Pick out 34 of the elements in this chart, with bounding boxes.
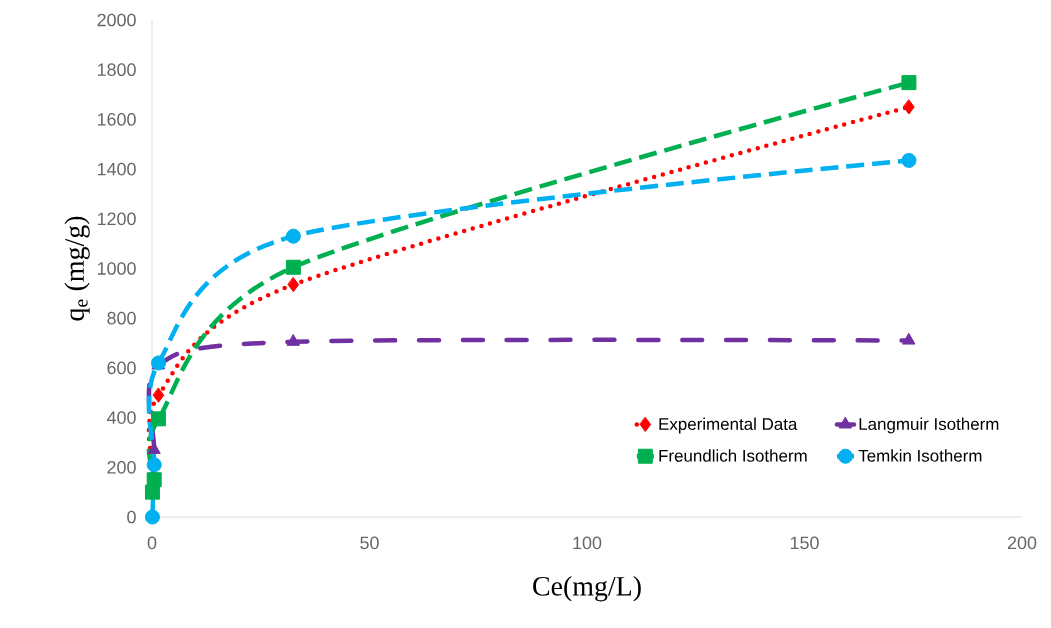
point (152, 387, 165, 403)
point (151, 411, 167, 427)
y-tick-label: 1800 (97, 63, 136, 77)
point (903, 99, 915, 115)
point (285, 259, 301, 275)
y-tick-label: 1000 (97, 262, 136, 275)
x-tick-label: 50 (360, 536, 379, 550)
y-tick-label: 0 (127, 510, 136, 524)
point (144, 509, 160, 525)
legend-label: Freundlich Isotherm (659, 449, 807, 462)
x-tick-label: 0 (147, 536, 157, 550)
y-tick-label: 600 (107, 361, 136, 375)
point (286, 334, 300, 346)
point (287, 277, 300, 293)
legend-label: Experimental Data (659, 417, 798, 434)
y-tick-label: 1600 (97, 113, 136, 126)
x-tick-label: 150 (790, 536, 819, 550)
point (146, 457, 162, 473)
y-tick-label: 1200 (97, 212, 136, 226)
y-tick-label: 200 (107, 460, 136, 474)
y-tick-label: 400 (106, 411, 136, 424)
y-tick-label: 1400 (97, 162, 136, 176)
legend-label: Langmuir Isotherm (859, 417, 999, 434)
x-tick-label: 100 (573, 536, 602, 550)
y-tick-label: 800 (107, 311, 136, 325)
point (285, 228, 301, 244)
point (901, 75, 917, 91)
x-tick-label: 200 (1007, 536, 1037, 550)
point (901, 152, 917, 168)
point (902, 333, 916, 345)
legend-label: Temkin Isotherm (858, 449, 982, 462)
y-tick-label: 2000 (97, 13, 136, 27)
x-axis-title: Ce(mg/L) (533, 576, 641, 602)
y-axis-title: q$_{e}$ (mg/g) (64, 216, 90, 321)
